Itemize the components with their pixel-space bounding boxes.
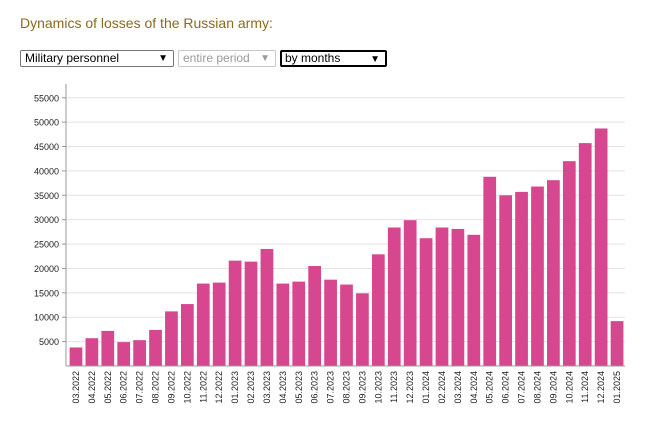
bar-05.2024 bbox=[483, 176, 497, 366]
period-select[interactable]: entire period ▼ bbox=[178, 50, 276, 67]
y-tick-label: 35000 bbox=[34, 191, 59, 201]
x-tick-label: 10.2023 bbox=[373, 371, 383, 404]
x-tick-label: 01.2025 bbox=[612, 371, 622, 404]
x-tick-label: 06.2022 bbox=[119, 371, 129, 404]
x-tick-label: 08.2024 bbox=[532, 371, 542, 404]
bar-12.2022 bbox=[212, 282, 226, 366]
x-tick-label: 04.2022 bbox=[87, 371, 97, 404]
x-tick-label: 02.2024 bbox=[437, 371, 447, 404]
x-tick-label: 09.2023 bbox=[357, 371, 367, 404]
x-tick-label: 05.2022 bbox=[103, 371, 113, 404]
chevron-down-icon: ▼ bbox=[158, 53, 168, 64]
bar-04.2022 bbox=[85, 338, 99, 366]
x-tick-label: 03.2023 bbox=[262, 371, 272, 404]
bar-11.2022 bbox=[196, 283, 210, 366]
chevron-down-icon: ▼ bbox=[370, 54, 380, 65]
bar-11.2023 bbox=[387, 227, 401, 366]
category-select[interactable]: Military personnel ▼ bbox=[20, 50, 174, 67]
category-select-value: Military personnel bbox=[25, 51, 120, 65]
x-tick-label: 06.2024 bbox=[501, 371, 511, 404]
x-tick-label: 12.2023 bbox=[405, 371, 415, 404]
bar-07.2022 bbox=[133, 340, 146, 366]
x-tick-label: 01.2024 bbox=[421, 371, 431, 404]
y-tick-label: 15000 bbox=[34, 288, 59, 298]
y-tick-label: 25000 bbox=[34, 240, 59, 250]
x-tick-label: 07.2024 bbox=[517, 371, 527, 404]
bar-09.2024 bbox=[547, 180, 560, 366]
x-tick-label: 11.2023 bbox=[389, 371, 399, 403]
page-title: Dynamics of losses of the Russian army: bbox=[20, 15, 273, 31]
x-tick-label: 05.2024 bbox=[485, 371, 495, 404]
bar-02.2023 bbox=[244, 261, 258, 366]
x-tick-label: 02.2023 bbox=[246, 371, 256, 404]
x-tick-label: 01.2023 bbox=[230, 371, 240, 404]
bar-08.2024 bbox=[531, 186, 544, 366]
x-tick-label: 04.2024 bbox=[469, 371, 479, 404]
bar-10.2024 bbox=[562, 161, 576, 366]
y-tick-label: 10000 bbox=[34, 313, 59, 323]
x-tick-label: 10.2022 bbox=[182, 371, 192, 404]
bar-08.2022 bbox=[149, 329, 162, 366]
bar-06.2024 bbox=[499, 195, 513, 366]
y-tick-label: 30000 bbox=[34, 215, 59, 225]
bar-03.2022 bbox=[69, 347, 83, 366]
bar-07.2024 bbox=[515, 191, 528, 366]
y-tick-label: 55000 bbox=[34, 93, 59, 103]
bar-11.2024 bbox=[578, 143, 592, 366]
bar-01.2024 bbox=[419, 238, 433, 366]
period-select-value: entire period bbox=[183, 51, 250, 65]
bar-10.2023 bbox=[371, 254, 385, 366]
bar-06.2022 bbox=[117, 342, 131, 366]
x-tick-label: 09.2024 bbox=[548, 371, 558, 404]
x-tick-label: 08.2022 bbox=[151, 371, 161, 404]
chevron-down-icon: ▼ bbox=[260, 53, 270, 64]
x-tick-label: 03.2022 bbox=[71, 371, 81, 404]
x-tick-label: 10.2024 bbox=[564, 371, 574, 404]
bar-10.2022 bbox=[180, 304, 194, 366]
grouping-select[interactable]: by months ▼ bbox=[280, 50, 387, 67]
bar-09.2023 bbox=[356, 293, 369, 366]
x-tick-label: 09.2022 bbox=[166, 371, 176, 404]
y-tick-label: 20000 bbox=[34, 264, 59, 274]
bar-01.2025 bbox=[610, 321, 624, 366]
x-tick-label: 11.2022 bbox=[198, 371, 208, 403]
x-tick-label: 11.2024 bbox=[580, 371, 590, 403]
bar-04.2023 bbox=[276, 283, 290, 366]
bar-04.2024 bbox=[467, 234, 481, 366]
bar-12.2023 bbox=[403, 220, 417, 366]
bar-03.2023 bbox=[260, 248, 274, 366]
x-tick-label: 07.2022 bbox=[135, 371, 145, 404]
y-tick-label: 45000 bbox=[34, 142, 59, 152]
x-tick-label: 03.2024 bbox=[453, 371, 463, 404]
bar-09.2022 bbox=[165, 311, 178, 366]
bar-01.2023 bbox=[228, 260, 242, 366]
x-tick-label: 05.2023 bbox=[294, 371, 304, 404]
bar-05.2023 bbox=[292, 281, 306, 366]
y-tick-label: 40000 bbox=[34, 166, 59, 176]
x-tick-label: 07.2023 bbox=[326, 371, 336, 404]
bar-03.2024 bbox=[451, 228, 465, 366]
x-tick-label: 04.2023 bbox=[278, 371, 288, 404]
bar-08.2023 bbox=[340, 284, 353, 366]
bar-12.2024 bbox=[594, 128, 608, 366]
x-tick-label: 08.2023 bbox=[342, 371, 352, 404]
y-tick-label: 50000 bbox=[34, 118, 59, 128]
grouping-select-value: by months bbox=[285, 51, 341, 65]
bar-07.2023 bbox=[324, 279, 337, 366]
bar-05.2022 bbox=[101, 330, 115, 366]
x-tick-label: 06.2023 bbox=[310, 371, 320, 404]
bar-02.2024 bbox=[435, 227, 449, 366]
x-tick-label: 12.2024 bbox=[596, 371, 606, 404]
y-tick-label: 5000 bbox=[39, 337, 59, 347]
bar-06.2023 bbox=[308, 266, 322, 366]
x-tick-label: 12.2022 bbox=[214, 371, 224, 404]
